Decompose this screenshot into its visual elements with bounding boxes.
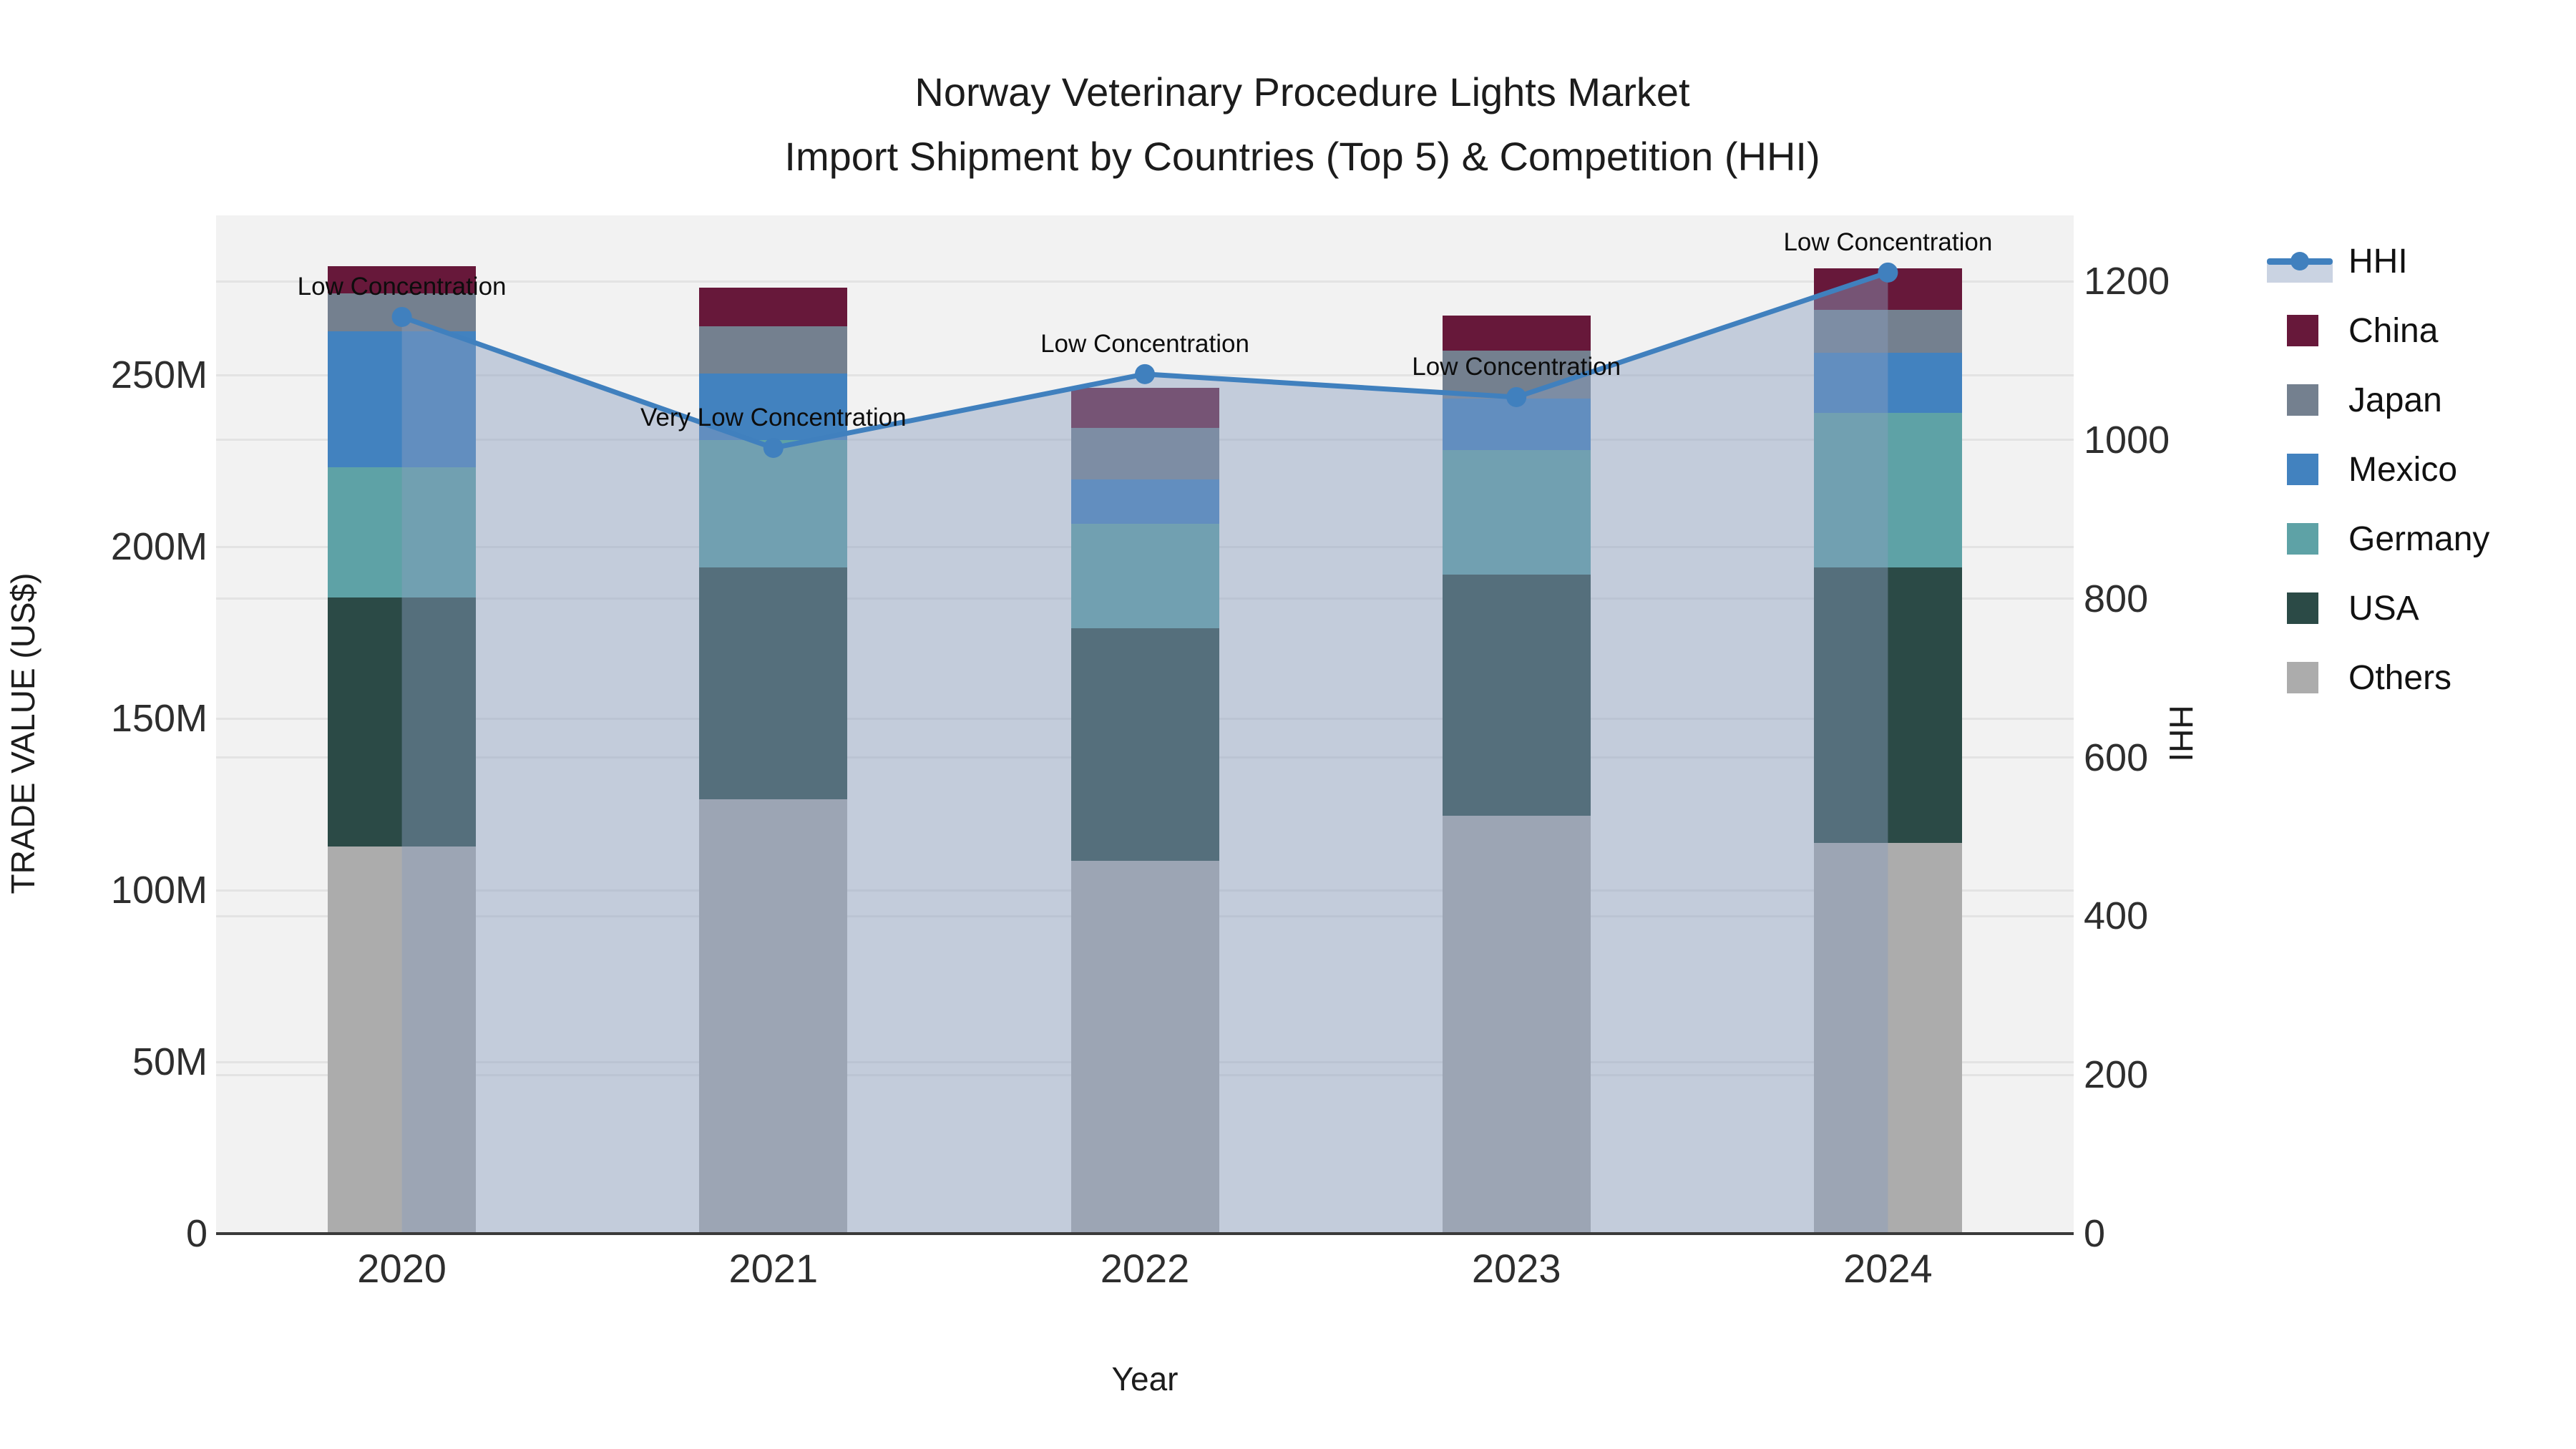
hhi-annotation: Low Concentration [1783, 228, 1993, 256]
hhi-marker-glyph [2290, 252, 2309, 270]
y-axis-title-right: HHI [2162, 705, 2200, 762]
china-legend-box [2287, 315, 2318, 346]
bar-segment-japan-2022[interactable] [1070, 427, 1219, 479]
chart-title-line1: Norway Veterinary Procedure Lights Marke… [914, 69, 1690, 114]
hhi-annotation: Low Concentration [297, 272, 507, 301]
japan-legend-box [2287, 384, 2318, 416]
y-axis-tick-left: 100M [110, 869, 208, 912]
bar-segment-mexico-2022[interactable] [1070, 479, 1219, 525]
bar-segment-mexico-2020[interactable] [328, 331, 477, 468]
japan-color-swatch [2267, 366, 2344, 435]
china-color-swatch [2267, 296, 2344, 366]
bar-segment-japan-2021[interactable] [699, 326, 848, 374]
others-legend-box [2287, 662, 2318, 693]
legend-item-mexico[interactable]: Mexico [2267, 435, 2489, 504]
chart-title-line2: Import Shipment by Countries (Top 5) & C… [784, 134, 1820, 179]
x-axis-tick: 2024 [1843, 1246, 1933, 1291]
legend-label: Germany [2348, 520, 2490, 558]
x-axis-tick: 2023 [1471, 1246, 1561, 1291]
y-axis-tick-right: 800 [2084, 577, 2149, 620]
legend: HHI China Japan Mexico Germany USA Others [2267, 227, 2489, 713]
bar-segment-germany-2024[interactable] [1813, 412, 1962, 567]
bar-segment-others-2020[interactable] [328, 847, 477, 1234]
bar-segment-china-2024[interactable] [1813, 268, 1962, 310]
y-axis-tick-right: 200 [2084, 1053, 2149, 1097]
legend-label: Others [2348, 659, 2452, 697]
hhi-line-swatch [2267, 227, 2344, 296]
x-axis-tick: 2021 [728, 1246, 819, 1291]
legend-item-germany[interactable]: Germany [2267, 504, 2489, 574]
y-axis-tick-right: 0 [2084, 1212, 2106, 1255]
hhi-annotation: Low Concentration [1412, 352, 1621, 381]
bar-segment-germany-2023[interactable] [1442, 450, 1591, 575]
bar-segment-mexico-2024[interactable] [1813, 352, 1962, 413]
mexico-color-swatch [2267, 435, 2344, 504]
bar-segment-china-2023[interactable] [1442, 316, 1591, 351]
y-axis-tick-right: 1200 [2084, 260, 2170, 303]
legend-item-usa[interactable]: USA [2267, 574, 2489, 643]
bar-segment-others-2023[interactable] [1442, 815, 1591, 1234]
y-axis-tick-left: 0 [185, 1212, 208, 1255]
bar-segment-mexico-2023[interactable] [1442, 399, 1591, 451]
legend-item-hhi[interactable]: HHI [2267, 227, 2489, 296]
y-axis-tick-left: 250M [110, 353, 208, 397]
legend-label: Japan [2348, 381, 2442, 419]
hhi-annotation: Low Concentration [1040, 329, 1249, 358]
bar-segment-germany-2020[interactable] [328, 467, 477, 598]
legend-label: HHI [2348, 243, 2408, 280]
bar-segment-others-2021[interactable] [699, 799, 848, 1234]
germany-legend-box [2287, 523, 2318, 555]
bar-segment-japan-2024[interactable] [1813, 309, 1962, 353]
y-axis-tick-left: 150M [110, 697, 208, 741]
y-axis-tick-right: 1000 [2084, 418, 2170, 462]
bar-segment-china-2022[interactable] [1070, 388, 1219, 428]
legend-label: USA [2348, 590, 2419, 628]
bar-segment-usa-2023[interactable] [1442, 575, 1591, 816]
bar-segment-usa-2024[interactable] [1813, 567, 1962, 843]
mexico-legend-box [2287, 454, 2318, 485]
usa-legend-box [2287, 592, 2318, 624]
germany-color-swatch [2267, 504, 2344, 574]
legend-label: China [2348, 312, 2439, 350]
x-axis-title: Year [1111, 1360, 1179, 1397]
bar-segment-others-2022[interactable] [1070, 861, 1219, 1234]
legend-item-china[interactable]: China [2267, 296, 2489, 366]
y-axis-tick-left: 200M [110, 525, 208, 569]
bar-segment-others-2024[interactable] [1813, 842, 1962, 1234]
x-axis-tick: 2020 [357, 1246, 447, 1291]
legend-item-japan[interactable]: Japan [2267, 366, 2489, 435]
bar-segment-germany-2021[interactable] [699, 439, 848, 567]
legend-label: Mexico [2348, 451, 2458, 489]
hhi-annotation: Very Low Concentration [640, 403, 907, 431]
chart-title: Norway Veterinary Procedure Lights Marke… [0, 60, 2576, 189]
y-axis-tick-right: 600 [2084, 736, 2149, 779]
legend-item-others[interactable]: Others [2267, 643, 2489, 713]
bar-segment-china-2021[interactable] [699, 287, 848, 326]
x-axis-line [216, 1232, 2074, 1235]
x-axis-tick: 2022 [1100, 1246, 1190, 1291]
others-color-swatch [2267, 643, 2344, 713]
bar-segment-germany-2022[interactable] [1070, 524, 1219, 629]
bar-segment-usa-2022[interactable] [1070, 628, 1219, 862]
bar-segment-usa-2021[interactable] [699, 567, 848, 799]
gridline [216, 374, 2074, 376]
y-axis-title-left: TRADE VALUE (US$) [4, 572, 42, 894]
bar-segment-usa-2020[interactable] [328, 597, 477, 847]
y-axis-tick-left: 50M [132, 1040, 208, 1084]
usa-color-swatch [2267, 574, 2344, 643]
y-axis-tick-right: 400 [2084, 894, 2149, 938]
